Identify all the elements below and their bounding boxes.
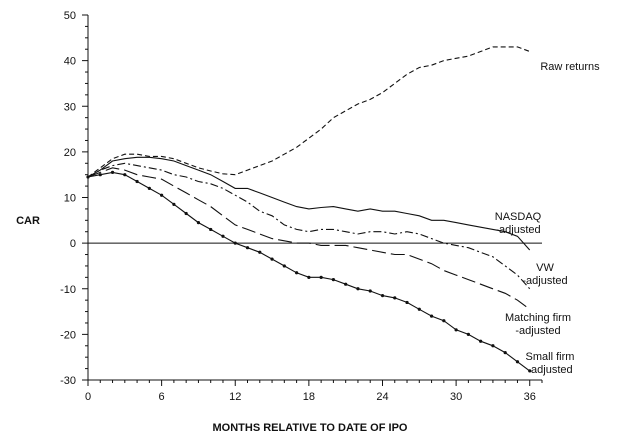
data-point-small-firm-adjusted bbox=[356, 287, 360, 291]
data-point-small-firm-adjusted bbox=[454, 328, 458, 332]
series-label-matching-firm-adjusted: Matching firm bbox=[505, 312, 571, 324]
data-point-small-firm-adjusted bbox=[270, 257, 274, 261]
y-tick-label: 10 bbox=[64, 193, 76, 205]
data-point-small-firm-adjusted bbox=[503, 351, 507, 355]
data-point-small-firm-adjusted bbox=[86, 175, 90, 179]
data-point-small-firm-adjusted bbox=[417, 307, 421, 311]
series-line-vw-adjusted bbox=[87, 162, 531, 290]
series-line-nasdaq-adjusted bbox=[87, 156, 531, 251]
series-label-nasdaq-adjusted: NASDAQ bbox=[495, 211, 542, 223]
y-tick-label: -30 bbox=[60, 375, 76, 387]
y-axis-title: CAR bbox=[16, 215, 40, 227]
series-label-vw-adjusted: VW bbox=[536, 262, 554, 274]
y-tick-label: -10 bbox=[60, 284, 76, 296]
data-point-small-firm-adjusted bbox=[184, 211, 188, 216]
x-tick-label: 0 bbox=[85, 391, 91, 403]
x-tick-label: 12 bbox=[229, 391, 241, 403]
data-point-small-firm-adjusted bbox=[196, 220, 201, 225]
data-point-small-firm-adjusted bbox=[110, 170, 115, 175]
data-point-small-firm-adjusted bbox=[233, 241, 237, 245]
y-tick-label: 30 bbox=[64, 101, 76, 113]
data-point-small-firm-adjusted bbox=[393, 296, 397, 300]
data-point-small-firm-adjusted bbox=[344, 282, 348, 286]
axes: 50 40 30 20 10 0 -10 -20 -30 0 6 12 18 24 30 36 bbox=[60, 10, 543, 403]
series-lines bbox=[86, 46, 532, 373]
y-tick-label: 50 bbox=[64, 10, 76, 22]
data-point-small-firm-adjusted bbox=[123, 173, 127, 177]
data-point-small-firm-adjusted bbox=[368, 289, 372, 293]
data-point-small-firm-adjusted bbox=[515, 360, 520, 364]
x-tick-label: 6 bbox=[159, 391, 165, 403]
x-tick-label: 24 bbox=[376, 391, 388, 403]
data-point-small-firm-adjusted bbox=[405, 300, 409, 305]
data-point-small-firm-adjusted bbox=[245, 246, 250, 250]
data-point-small-firm-adjusted bbox=[528, 369, 532, 373]
data-point-small-firm-adjusted bbox=[380, 293, 385, 298]
x-tick-label: 36 bbox=[524, 391, 536, 403]
data-point-small-firm-adjusted bbox=[466, 332, 470, 336]
series-label-raw-returns: Raw returns bbox=[540, 61, 600, 73]
data-point-small-firm-adjusted bbox=[172, 202, 176, 206]
series-label-nasdaq-adjusted: -adjusted bbox=[495, 224, 540, 236]
y-tick-label: 40 bbox=[64, 56, 76, 68]
data-point-small-firm-adjusted bbox=[319, 275, 323, 279]
data-point-small-firm-adjusted bbox=[147, 186, 151, 190]
x-tick-label: 30 bbox=[450, 391, 462, 403]
data-point-small-firm-adjusted bbox=[307, 275, 311, 279]
data-point-small-firm-adjusted bbox=[294, 271, 299, 275]
data-point-small-firm-adjusted bbox=[429, 314, 434, 318]
data-point-small-firm-adjusted bbox=[221, 234, 225, 238]
x-tick-label: 18 bbox=[303, 391, 315, 403]
data-point-small-firm-adjusted bbox=[479, 339, 483, 343]
series-label-matching-firm-adjusted: -adjusted bbox=[515, 325, 560, 337]
y-tick-label: -20 bbox=[60, 329, 76, 341]
data-point-small-firm-adjusted bbox=[331, 278, 336, 282]
data-point-small-firm-adjusted bbox=[258, 250, 262, 254]
series-line-matching-firm-adjusted bbox=[87, 167, 531, 310]
y-tick-label: 0 bbox=[70, 238, 76, 250]
series-line-small-firm-adjusted bbox=[87, 171, 531, 372]
series-label-small-firm-adjusted: Small firm bbox=[526, 351, 575, 363]
data-point-small-firm-adjusted bbox=[209, 227, 213, 232]
y-tick-label: 20 bbox=[64, 147, 76, 159]
x-axis-title: MONTHS RELATIVE TO DATE OF IPO bbox=[213, 422, 408, 434]
series-label-small-firm-adjusted: -adjusted bbox=[527, 364, 572, 376]
data-point-small-firm-adjusted bbox=[442, 319, 446, 323]
data-point-small-firm-adjusted bbox=[282, 264, 286, 268]
series-line-raw-returns bbox=[87, 46, 530, 178]
series-label-vw-adjusted: -adjusted bbox=[522, 275, 567, 287]
series-labels: Raw returnsNASDAQ-adjustedVW-adjustedMat… bbox=[495, 61, 600, 376]
data-point-small-firm-adjusted bbox=[491, 344, 495, 348]
data-point-small-firm-adjusted bbox=[160, 193, 164, 197]
data-point-small-firm-adjusted bbox=[135, 179, 139, 184]
data-point-small-firm-adjusted bbox=[98, 173, 102, 177]
